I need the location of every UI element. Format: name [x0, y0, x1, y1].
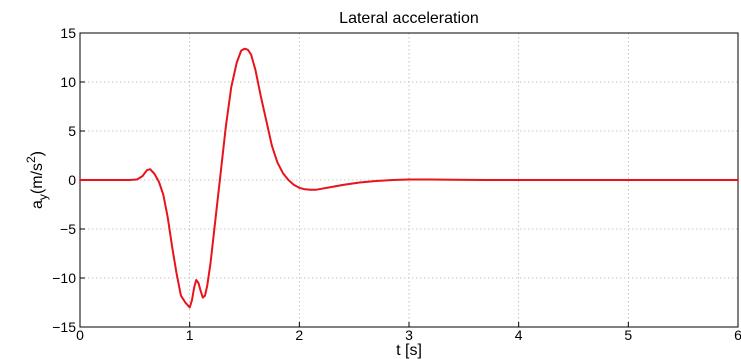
x-tick-label: 0	[76, 327, 84, 343]
y-axis-label: ay(m/s2)	[24, 151, 50, 209]
x-tick-label: 5	[624, 327, 632, 343]
x-tick-label: 4	[515, 327, 523, 343]
x-axis-label: t [s]	[396, 342, 422, 359]
y-label-main: a	[29, 200, 46, 209]
y-label-subscript: y	[36, 194, 50, 200]
y-tick-label: 15	[60, 25, 76, 41]
y-tick-label: 5	[68, 123, 76, 139]
y-label-superscript: 2	[24, 156, 38, 163]
x-tick-label: 1	[186, 327, 194, 343]
x-tick-label: 6	[734, 327, 741, 343]
y-label-unit-close: )	[29, 151, 46, 156]
acceleration-series-line	[79, 47, 739, 309]
y-tick-label: −10	[52, 270, 76, 286]
chart-title: Lateral acceleration	[339, 10, 479, 27]
x-tick-label: 3	[405, 327, 413, 343]
data-series	[79, 47, 739, 309]
y-tick-label: 0	[68, 172, 76, 188]
y-tick-label: −15	[52, 319, 76, 335]
x-tick-label: 2	[295, 327, 303, 343]
y-label-unit-open: (m/s	[29, 163, 46, 194]
y-tick-label: 10	[60, 74, 76, 90]
axis-ticks: 0 1 2 3 4 5 6 −15 −10 −5 0 5 10 15	[52, 25, 741, 343]
y-tick-label: −5	[60, 221, 76, 237]
